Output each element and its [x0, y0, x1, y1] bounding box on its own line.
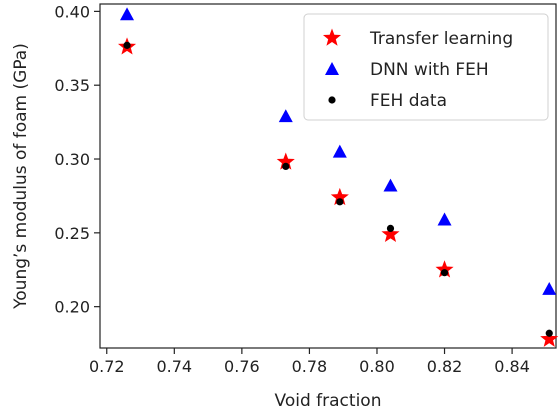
feh-data-point — [336, 198, 344, 206]
legend-box — [303, 13, 549, 121]
y-tick-label: 0.35 — [54, 76, 90, 95]
legend-triangle-icon — [325, 62, 339, 75]
x-axis-ticks: 0.72 0.74 0.76 0.78 0.80 0.82 0.84 — [89, 348, 530, 376]
dnn-with-feh-point — [437, 212, 452, 226]
x-tick-label: 0.76 — [224, 357, 260, 376]
legend: Transfer learning DNN with FEH FEH data — [303, 13, 549, 121]
x-tick-label: 0.74 — [156, 357, 192, 376]
transfer-learning-point — [435, 260, 454, 278]
legend-label: DNN with FEH — [370, 60, 489, 80]
y-tick-label: 0.25 — [54, 224, 90, 243]
y-axis-ticks: 0.20 0.25 0.30 0.35 0.40 — [54, 2, 100, 317]
feh-data-point — [545, 329, 553, 337]
transfer-learning-point — [381, 224, 400, 242]
y-axis-label: Young’s modulus of foam (GPa) — [11, 43, 31, 310]
dnn-with-feh-point — [278, 109, 293, 123]
data-points — [117, 7, 559, 347]
feh-data-point — [440, 269, 449, 277]
feh-data-point — [282, 162, 290, 171]
x-axis-label: Void fraction — [275, 391, 382, 411]
dnn-with-feh-point — [120, 7, 135, 21]
transfer-learning-point — [276, 152, 295, 170]
legend-label: Transfer learning — [369, 29, 513, 49]
dnn-with-feh-point — [383, 178, 398, 192]
legend-star-icon — [322, 28, 342, 46]
y-tick-label: 0.40 — [54, 2, 90, 21]
y-tick-label: 0.20 — [54, 298, 90, 317]
transfer-learning-point — [330, 187, 349, 206]
x-tick-label: 0.78 — [292, 357, 328, 376]
feh-data-point — [123, 41, 131, 49]
dnn-with-feh-point — [542, 281, 557, 295]
dnn-with-feh-point — [332, 144, 347, 158]
legend-label: FEH data — [370, 91, 447, 111]
transfer-learning-point — [540, 329, 559, 347]
x-tick-label: 0.80 — [359, 357, 395, 376]
x-tick-label: 0.84 — [494, 357, 530, 376]
y-tick-label: 0.30 — [54, 150, 90, 169]
x-tick-label: 0.72 — [89, 357, 125, 376]
legend-circle-icon — [328, 96, 336, 104]
feh-data-point — [386, 224, 395, 233]
x-tick-label: 0.82 — [427, 357, 463, 376]
plot-area-frame — [99, 3, 557, 349]
